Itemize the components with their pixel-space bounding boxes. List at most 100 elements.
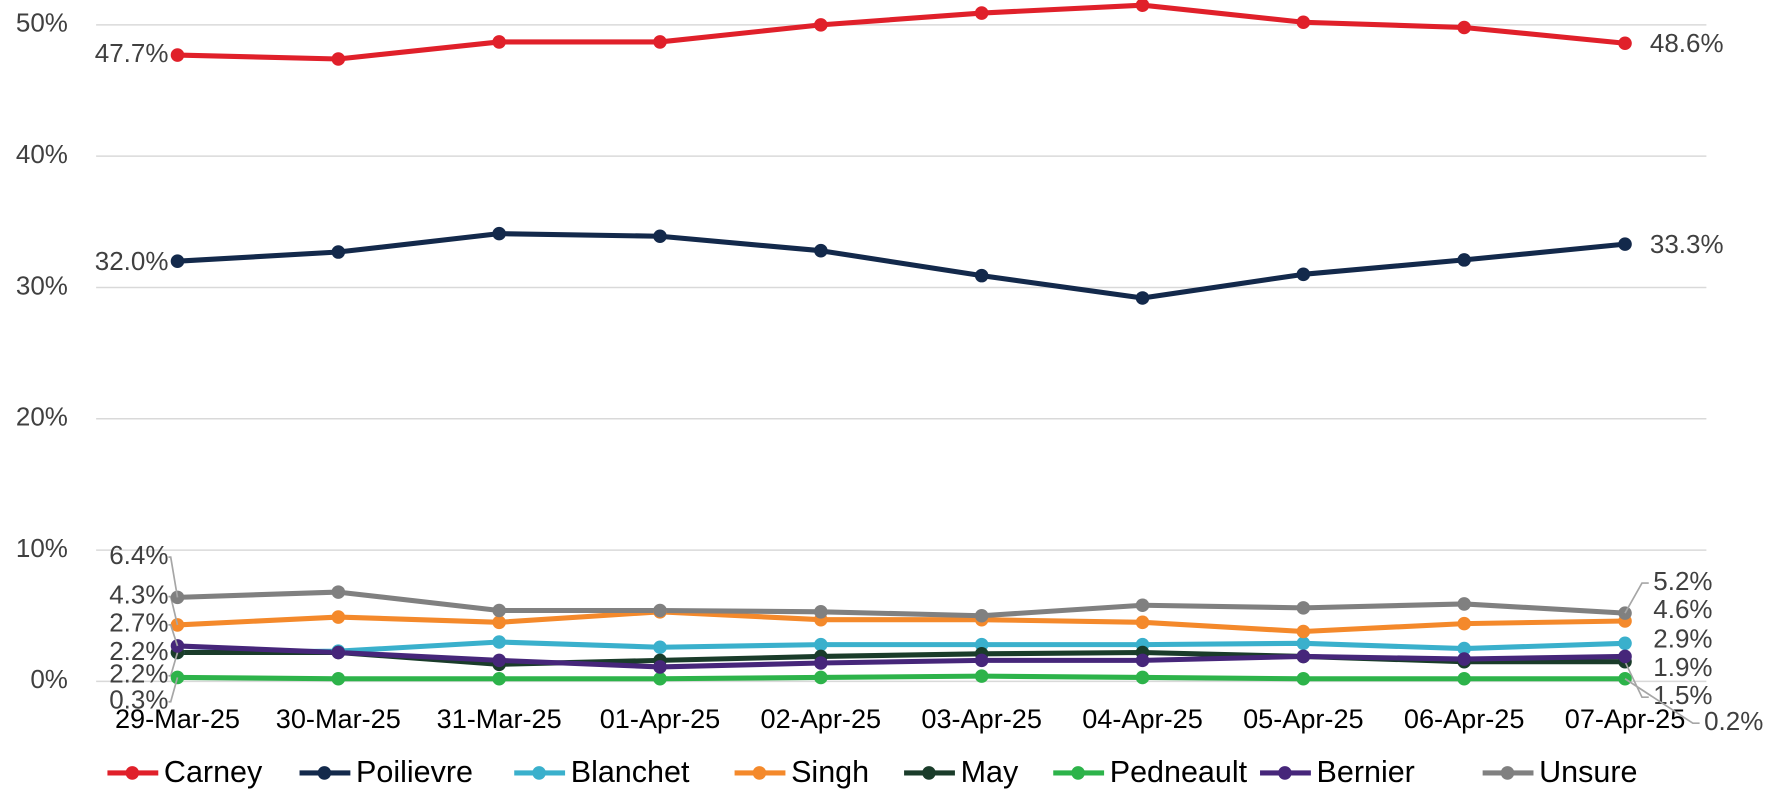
data-point	[1618, 649, 1632, 664]
series-line	[177, 643, 1626, 670]
data-point	[1296, 624, 1311, 639]
y-tick-label: 30%	[16, 270, 68, 300]
data-point	[814, 637, 828, 652]
leader-line	[168, 624, 179, 647]
data-label: 6.4%	[109, 540, 168, 570]
series-line	[177, 2, 1626, 62]
y-tick-label: 50%	[16, 8, 68, 38]
data-point	[492, 603, 506, 618]
data-point	[1457, 20, 1471, 35]
series-line	[177, 673, 1626, 682]
data-point	[974, 268, 989, 283]
data-point	[653, 229, 667, 244]
x-tick-label: 30-Mar-25	[276, 703, 401, 734]
data-point	[1457, 671, 1471, 686]
data-point	[331, 645, 346, 660]
data-point	[1135, 615, 1150, 630]
series-line	[177, 639, 1626, 656]
data-point	[170, 618, 185, 632]
y-tick-label: 40%	[16, 139, 68, 169]
legend-marker	[922, 766, 936, 780]
legend-label: Bernier	[1317, 755, 1415, 789]
leader-line	[1624, 661, 1649, 699]
x-tick-label: 03-Apr-25	[921, 703, 1042, 734]
data-label: 47.7%	[95, 38, 169, 68]
x-tick-label: 07-Apr-25	[1565, 703, 1686, 734]
data-point	[1618, 36, 1632, 51]
data-label: 4.3%	[109, 579, 168, 609]
data-point	[492, 671, 506, 686]
leader-line	[168, 595, 179, 626]
data-label: 48.6%	[1650, 28, 1724, 58]
legend-label: Carney	[164, 755, 263, 789]
data-point	[814, 670, 828, 685]
data-point	[1457, 616, 1471, 631]
leader-line	[168, 556, 179, 598]
data-label: 1.5%	[1653, 680, 1712, 710]
data-point	[331, 671, 346, 686]
data-point	[1457, 641, 1471, 656]
x-tick-label: 04-Apr-25	[1082, 703, 1203, 734]
y-tick-label: 10%	[16, 533, 68, 563]
data-point	[492, 615, 506, 630]
data-point	[1457, 597, 1471, 611]
legend-label: Blanchet	[571, 755, 690, 789]
x-tick-label: 01-Apr-25	[600, 703, 721, 734]
legend-label: May	[961, 755, 1019, 789]
data-label: 1.9%	[1653, 652, 1712, 682]
data-label: 0.2%	[1704, 706, 1763, 736]
series-line	[177, 589, 1626, 619]
data-point	[1296, 636, 1311, 651]
data-point	[1296, 671, 1311, 686]
legend-marker	[752, 766, 767, 780]
data-point	[492, 635, 506, 649]
data-label: 32.0%	[95, 246, 169, 276]
data-point	[331, 245, 346, 259]
data-point	[1135, 653, 1150, 668]
data-point	[1618, 237, 1632, 251]
data-point	[814, 18, 828, 32]
data-point	[653, 603, 667, 618]
data-point	[1135, 0, 1150, 12]
data-point	[814, 656, 828, 670]
data-label: 5.2%	[1653, 566, 1712, 596]
leader-line	[1624, 582, 1649, 614]
legend-label: Singh	[791, 755, 869, 789]
data-label: 2.7%	[109, 608, 168, 638]
legend-label: Unsure	[1539, 755, 1637, 789]
data-point	[974, 653, 989, 668]
y-tick-label: 0%	[30, 664, 68, 694]
data-label: 2.2%	[109, 636, 168, 666]
legend-label: Poilievre	[356, 755, 473, 789]
data-point	[1457, 652, 1471, 666]
data-point	[653, 660, 667, 674]
data-point	[331, 52, 346, 66]
legend-marker	[532, 766, 546, 780]
legend-marker	[1071, 766, 1085, 780]
data-label: 0.3%	[109, 685, 168, 715]
data-point	[653, 671, 667, 686]
series-line	[177, 231, 1626, 301]
data-point	[170, 254, 185, 268]
data-point	[331, 610, 346, 624]
data-label: 33.3%	[1650, 229, 1724, 259]
data-point	[170, 48, 185, 62]
data-point	[492, 653, 506, 668]
data-point	[1296, 15, 1311, 30]
data-point	[492, 35, 506, 49]
data-point	[1296, 267, 1311, 282]
data-point	[974, 669, 989, 683]
legend-marker	[125, 766, 140, 780]
series-line	[177, 609, 1626, 635]
data-point	[492, 226, 506, 241]
data-point	[974, 608, 989, 623]
data-point	[974, 6, 989, 20]
data-point	[1296, 601, 1311, 615]
data-point	[1135, 598, 1150, 613]
data-point	[1618, 636, 1632, 651]
x-tick-label: 02-Apr-25	[761, 703, 882, 734]
data-point	[1135, 670, 1150, 685]
legend-marker	[1278, 766, 1292, 780]
